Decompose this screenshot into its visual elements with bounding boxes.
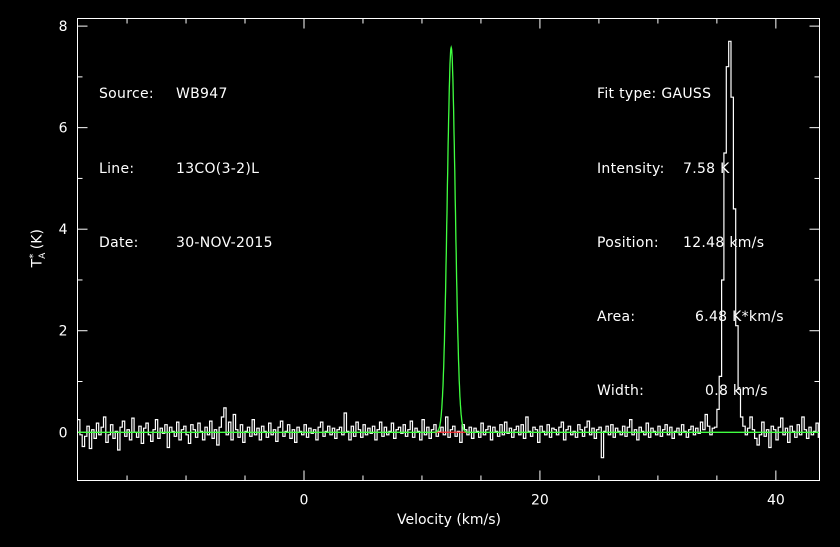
width-label: Width:: [597, 382, 645, 399]
y-axis-label-sup: *: [27, 253, 39, 259]
intensity-value: 7.58 K: [683, 160, 730, 177]
source-value: WB947: [176, 86, 228, 103]
fit-type-row: Fit type: GAUSS: [597, 82, 784, 107]
x-tick-label: 0: [300, 493, 309, 509]
y-axis-label: TA* (K): [28, 218, 48, 278]
plot-frame: [77, 18, 820, 481]
area-row: Area: 6.48 K*km/s: [597, 305, 784, 330]
y-tick-label: 0: [59, 425, 68, 441]
source-row: Source: WB947: [99, 82, 273, 107]
fit-type-label: Fit type:: [597, 86, 657, 103]
position-label: Position:: [597, 234, 659, 251]
y-axis-label-symbol: T: [29, 258, 46, 268]
intensity-label: Intensity:: [597, 160, 665, 177]
y-tick-label: 4: [59, 222, 68, 238]
position-value: 12.48 km/s: [683, 234, 765, 251]
tick-labels: 0 20 40 0 2 4 6 8: [59, 19, 785, 508]
observation-info: Source: WB947 Line: 13CO(3-2)L Date: 30-NOV…: [99, 33, 273, 280]
y-tick-label: 8: [59, 19, 68, 35]
x-axis-label: Velocity (km/s): [397, 512, 501, 528]
line-value: 13CO(3-2)L: [176, 160, 260, 177]
series-layer: [77, 40, 820, 459]
date-row: Date: 30-NOV-2015: [99, 231, 273, 256]
y-tick-label: 6: [59, 121, 68, 137]
line-label: Line:: [99, 160, 135, 177]
x-tick-label: 40: [767, 493, 785, 509]
intensity-row: Intensity: 7.58 K: [597, 157, 784, 182]
date-label: Date:: [99, 234, 139, 251]
line-row: Line: 13CO(3-2)L: [99, 157, 273, 182]
position-row: Position: 12.48 km/s: [597, 231, 784, 256]
x-tick-label: 20: [531, 493, 549, 509]
fit-type-value: GAUSS: [661, 86, 712, 103]
date-value: 30-NOV-2015: [176, 234, 273, 251]
source-label: Source:: [99, 86, 154, 103]
area-value: 6.48 K*km/s: [695, 308, 784, 325]
fit-info: Fit type: GAUSS Intensity: 7.58 K Positio…: [597, 33, 784, 428]
gaussian-fit-line: [77, 45, 820, 433]
spectrum-line: [77, 40, 820, 459]
y-tick-label: 2: [59, 324, 68, 340]
y-axis-label-unit: (K): [29, 229, 46, 250]
width-row: Width: 0.8 km/s: [597, 379, 784, 404]
width-value: 0.8 km/s: [705, 382, 768, 399]
area-label: Area:: [597, 308, 636, 325]
y-axis-label-sub: A: [38, 252, 49, 259]
